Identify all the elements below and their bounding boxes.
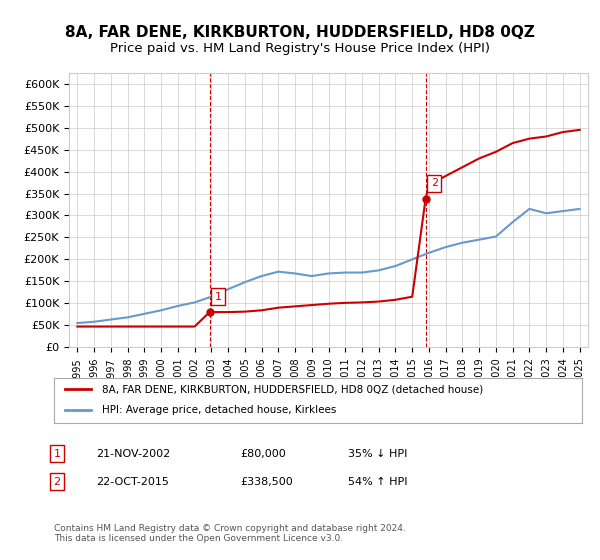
Text: 2: 2 (53, 477, 61, 487)
Text: 1: 1 (53, 449, 61, 459)
Text: 8A, FAR DENE, KIRKBURTON, HUDDERSFIELD, HD8 0QZ: 8A, FAR DENE, KIRKBURTON, HUDDERSFIELD, … (65, 25, 535, 40)
Text: 8A, FAR DENE, KIRKBURTON, HUDDERSFIELD, HD8 0QZ (detached house): 8A, FAR DENE, KIRKBURTON, HUDDERSFIELD, … (101, 384, 483, 394)
Text: 1: 1 (215, 292, 221, 302)
Text: 22-OCT-2015: 22-OCT-2015 (96, 477, 169, 487)
Text: 2: 2 (431, 178, 438, 188)
Text: 54% ↑ HPI: 54% ↑ HPI (348, 477, 407, 487)
Text: 35% ↓ HPI: 35% ↓ HPI (348, 449, 407, 459)
Text: £80,000: £80,000 (240, 449, 286, 459)
Text: Contains HM Land Registry data © Crown copyright and database right 2024.
This d: Contains HM Land Registry data © Crown c… (54, 524, 406, 543)
Text: 21-NOV-2002: 21-NOV-2002 (96, 449, 170, 459)
Text: £338,500: £338,500 (240, 477, 293, 487)
Text: Price paid vs. HM Land Registry's House Price Index (HPI): Price paid vs. HM Land Registry's House … (110, 42, 490, 55)
Text: HPI: Average price, detached house, Kirklees: HPI: Average price, detached house, Kirk… (101, 405, 336, 416)
